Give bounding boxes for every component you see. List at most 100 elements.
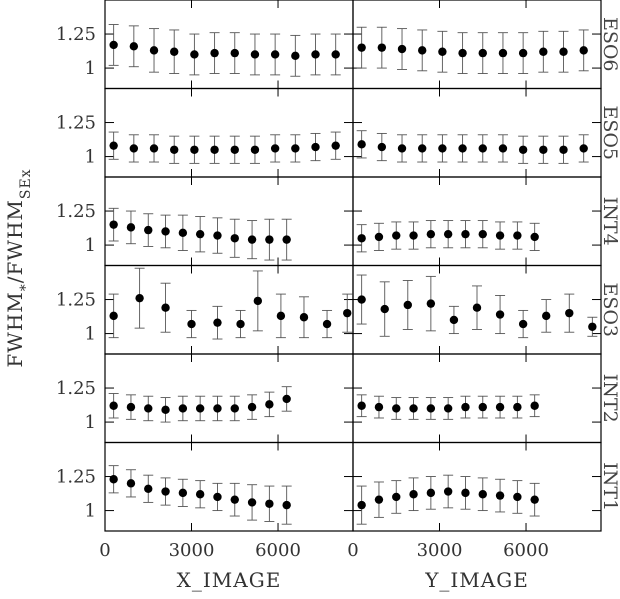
data-point bbox=[417, 29, 428, 72]
data-point bbox=[448, 305, 459, 335]
data-point bbox=[281, 386, 292, 412]
marker bbox=[230, 145, 239, 154]
data-point bbox=[186, 309, 197, 339]
data-point bbox=[143, 213, 154, 247]
marker bbox=[247, 235, 257, 244]
marker bbox=[230, 48, 239, 58]
data-point bbox=[108, 207, 119, 242]
marker bbox=[109, 311, 118, 321]
marker bbox=[392, 404, 401, 413]
marker bbox=[530, 401, 539, 410]
data-point bbox=[108, 293, 119, 339]
marker bbox=[170, 145, 179, 154]
panels-layer bbox=[104, 0, 602, 532]
marker bbox=[230, 404, 239, 413]
data-point bbox=[417, 134, 428, 163]
marker bbox=[377, 43, 387, 52]
data-point bbox=[477, 220, 488, 249]
data-point bbox=[408, 477, 419, 512]
y-tick-label: 1 bbox=[85, 324, 96, 345]
marker bbox=[144, 404, 153, 413]
marker bbox=[392, 492, 401, 502]
marker bbox=[170, 47, 179, 56]
y-axis-title-mid: /FWHM bbox=[3, 199, 27, 283]
data-point bbox=[356, 274, 367, 325]
panel-int4-col1 bbox=[104, 176, 354, 267]
data-point bbox=[108, 24, 119, 66]
data-point bbox=[391, 480, 402, 514]
data-point bbox=[264, 218, 275, 261]
marker bbox=[282, 235, 291, 244]
marker bbox=[149, 144, 159, 153]
data-point bbox=[356, 394, 367, 418]
data-point bbox=[379, 281, 390, 337]
data-point bbox=[160, 477, 171, 506]
row-label-int4: INT4 bbox=[599, 197, 620, 246]
marker bbox=[161, 487, 170, 496]
data-point bbox=[229, 135, 240, 164]
data-point bbox=[443, 397, 454, 420]
marker bbox=[213, 318, 222, 327]
marker bbox=[230, 495, 239, 504]
data-point bbox=[578, 134, 589, 163]
x-tick-label: 0 bbox=[347, 540, 358, 561]
data-point bbox=[270, 134, 281, 163]
marker bbox=[129, 42, 139, 51]
data-point bbox=[373, 481, 384, 518]
data-point bbox=[330, 33, 341, 76]
data-point bbox=[408, 221, 419, 250]
y-axis-title: FWHM*/FWHMSEx bbox=[3, 168, 34, 367]
marker bbox=[438, 47, 447, 56]
data-point bbox=[195, 216, 206, 253]
data-point bbox=[518, 32, 529, 74]
data-point bbox=[160, 282, 171, 333]
panel-int2-col1 bbox=[104, 353, 354, 444]
marker bbox=[144, 484, 153, 493]
data-point bbox=[472, 285, 482, 330]
data-point bbox=[281, 485, 292, 525]
data-point bbox=[518, 309, 529, 339]
marker bbox=[276, 311, 286, 321]
data-point bbox=[149, 28, 160, 73]
marker bbox=[495, 310, 505, 319]
marker bbox=[478, 48, 487, 58]
data-point bbox=[477, 477, 488, 512]
marker bbox=[299, 313, 309, 322]
y-tick-label: 1 bbox=[85, 58, 96, 79]
data-point bbox=[477, 32, 488, 74]
panel-frame bbox=[352, 176, 602, 267]
panel-int1-col2 bbox=[352, 441, 602, 532]
marker bbox=[458, 48, 467, 58]
data-point bbox=[189, 135, 200, 164]
marker bbox=[426, 404, 436, 413]
panel-frame bbox=[104, 176, 354, 267]
data-point bbox=[229, 482, 240, 517]
marker bbox=[495, 491, 505, 500]
data-point bbox=[495, 295, 506, 335]
marker bbox=[291, 144, 300, 153]
data-point bbox=[529, 482, 540, 517]
marker bbox=[149, 46, 159, 55]
data-point bbox=[264, 391, 275, 418]
marker bbox=[426, 299, 436, 308]
x-tick-label: 3000 bbox=[169, 540, 215, 561]
data-point bbox=[212, 395, 223, 422]
panel-eso5-col2 bbox=[352, 87, 602, 178]
marker bbox=[230, 234, 239, 243]
y-tick-label: 1 bbox=[85, 147, 96, 168]
data-point bbox=[270, 33, 281, 76]
data-point bbox=[209, 135, 220, 164]
panel-frame bbox=[104, 441, 354, 532]
marker bbox=[195, 490, 205, 499]
marker bbox=[409, 404, 418, 413]
data-point bbox=[587, 316, 598, 337]
marker bbox=[311, 142, 320, 152]
data-point bbox=[247, 394, 258, 420]
panel-int4-col2 bbox=[352, 176, 602, 267]
data-point bbox=[376, 26, 387, 69]
data-point bbox=[558, 30, 569, 73]
panel-eso3-col1 bbox=[104, 264, 354, 355]
data-point bbox=[425, 397, 436, 420]
marker bbox=[250, 50, 260, 59]
data-point bbox=[212, 305, 223, 340]
